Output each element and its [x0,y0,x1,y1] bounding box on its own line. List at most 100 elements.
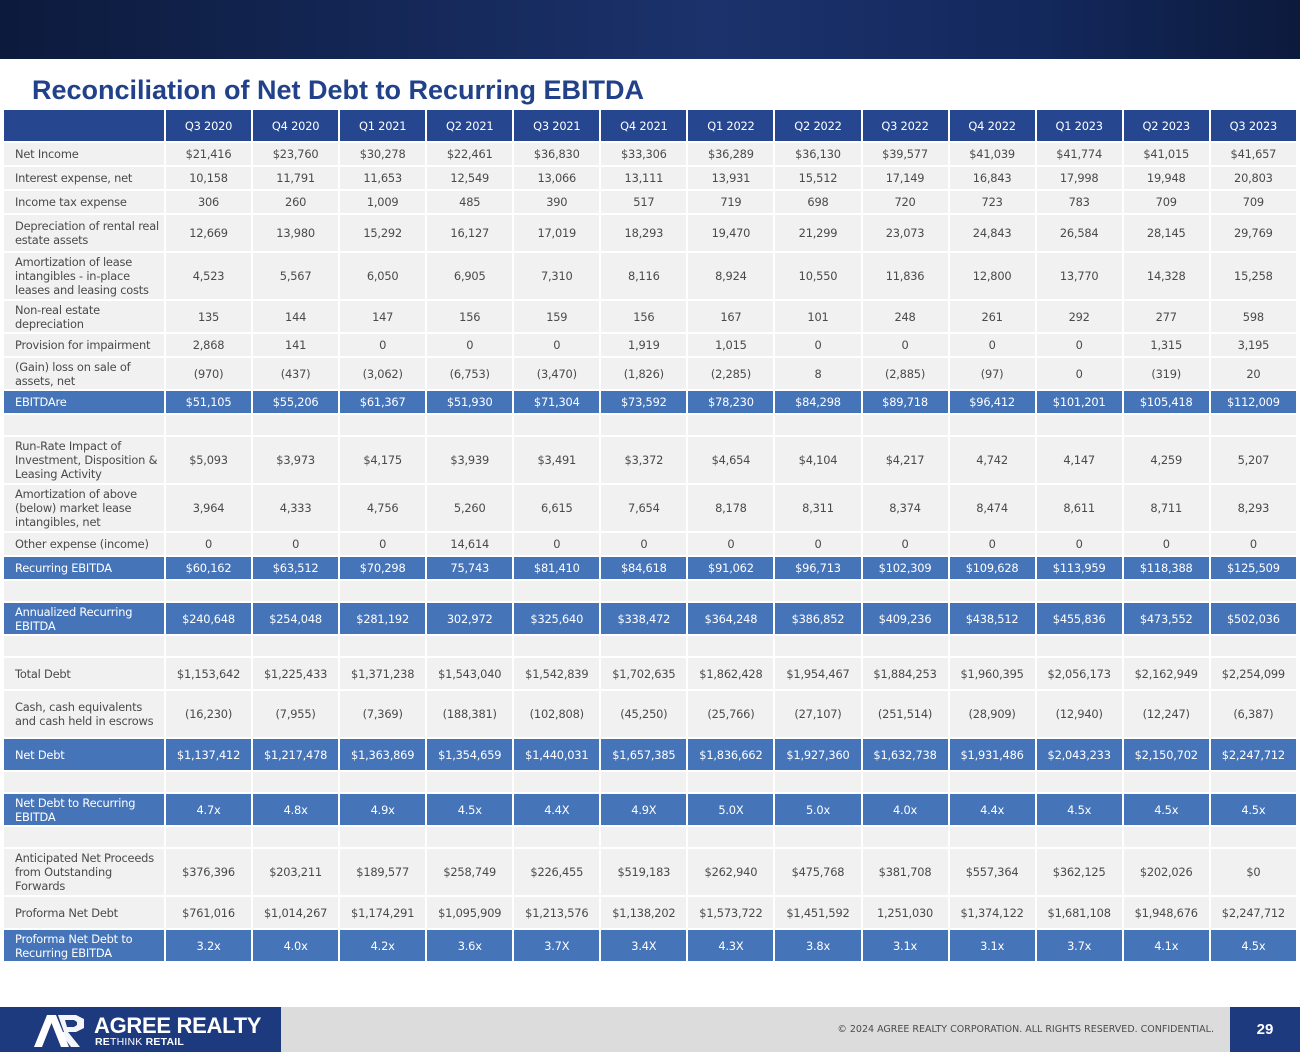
table-cell [601,415,687,435]
row-label: Non-real estate depreciation [4,301,164,332]
table-cell: (2,285) [688,358,774,389]
table-cell: 11,791 [253,167,339,189]
table-cell: $30,278 [340,143,426,165]
table-cell: $325,640 [514,603,600,634]
table-cell: 4.3X [688,930,774,961]
table-cell: $23,760 [253,143,339,165]
table-cell [775,827,861,847]
table-cell: 709 [1123,191,1209,213]
table-cell [1036,772,1122,792]
table-cell: 0 [166,533,252,555]
company-logo: AGREE REALTY RETHINK RETAIL [0,1007,281,1052]
table-cell: $36,830 [514,143,600,165]
column-header: Q3 2023 [1210,110,1296,141]
table-cell: 4.0x [253,930,339,961]
column-header: Q4 2022 [949,110,1035,141]
table-cell: $84,298 [775,391,861,413]
spacer-row [4,827,1296,847]
table-cell: 1,919 [601,334,687,356]
table-cell: 12,800 [949,253,1035,299]
table-cell: 4.5x [1123,794,1209,825]
table-cell: (6,753) [427,358,513,389]
table-cell: $1,153,642 [166,658,252,689]
table-cell: (102,808) [514,691,600,737]
table-cell: $118,388 [1123,557,1209,579]
table-cell [949,636,1035,656]
column-header: Q4 2020 [253,110,339,141]
table-cell: 0 [340,334,426,356]
table-cell [253,415,339,435]
table-cell: 0 [775,334,861,356]
table-cell: (97) [949,358,1035,389]
table-cell: $502,036 [1210,603,1296,634]
table-cell: 3.7X [514,930,600,961]
table-cell: $2,247,712 [1210,739,1296,770]
table-cell [1036,581,1122,601]
row-label [4,636,164,656]
table-cell [1036,636,1122,656]
table-cell: 29,769 [1210,215,1296,251]
table-cell: 0 [340,533,426,555]
table-cell: 0 [253,533,339,555]
table-cell: 4.1x [1123,930,1209,961]
table-cell: 4.4x [949,794,1035,825]
table-cell [601,827,687,847]
table-cell: $84,618 [601,557,687,579]
table-row: Run-Rate Impact of Investment, Dispositi… [4,437,1296,483]
table-cell: 2,868 [166,334,252,356]
table-cell: 8,611 [1036,485,1122,531]
table-cell: $202,026 [1123,849,1209,895]
table-cell: 8,474 [949,485,1035,531]
table-cell: $1,174,291 [340,897,426,928]
table-cell: 3.4X [601,930,687,961]
table-cell: 13,931 [688,167,774,189]
table-cell [949,581,1035,601]
table-cell [427,581,513,601]
table-cell: $1,213,576 [514,897,600,928]
table-cell: $51,930 [427,391,513,413]
table-cell: $362,125 [1036,849,1122,895]
table-cell: $240,648 [166,603,252,634]
table-row: Amortization of lease intangibles - in-p… [4,253,1296,299]
table-cell: (12,940) [1036,691,1122,737]
table-cell [949,415,1035,435]
column-header: Q3 2020 [166,110,252,141]
table-cell: $3,973 [253,437,339,483]
table-cell: 10,550 [775,253,861,299]
table-cell: 260 [253,191,339,213]
table-cell: 159 [514,301,600,332]
table-cell: $1,137,412 [166,739,252,770]
table-cell: 0 [1036,358,1122,389]
table-cell: $1,884,253 [862,658,948,689]
table-row: Annualized Recurring EBITDA $240,648 $254,… [4,603,1296,634]
table-cell: $1,927,360 [775,739,861,770]
table-cell [688,827,774,847]
table-cell: 8,178 [688,485,774,531]
table-cell: 4.5x [1210,930,1296,961]
table-cell: $2,247,712 [1210,897,1296,928]
page-number: 29 [1230,1007,1300,1052]
table-cell: $3,939 [427,437,513,483]
table-cell [775,415,861,435]
table-cell: 24,843 [949,215,1035,251]
table-cell: (6,387) [1210,691,1296,737]
table-cell: 0 [1036,334,1122,356]
table-cell: (7,955) [253,691,339,737]
row-label: Anticipated Net Proceeds from Outstandin… [4,849,164,895]
table-cell: 0 [862,533,948,555]
table-cell: 698 [775,191,861,213]
table-cell: $189,577 [340,849,426,895]
table-cell: 0 [1210,533,1296,555]
table-cell [688,581,774,601]
table-cell: (437) [253,358,339,389]
table-cell: 4.4X [514,794,600,825]
row-label: Provision for impairment [4,334,164,356]
table-cell: $438,512 [949,603,1035,634]
table-cell: 0 [775,533,861,555]
table-cell: 13,980 [253,215,339,251]
table-cell: 4.5x [1210,794,1296,825]
table-cell: $102,309 [862,557,948,579]
table-cell [514,772,600,792]
table-cell: $2,056,173 [1036,658,1122,689]
table-cell: $1,960,395 [949,658,1035,689]
